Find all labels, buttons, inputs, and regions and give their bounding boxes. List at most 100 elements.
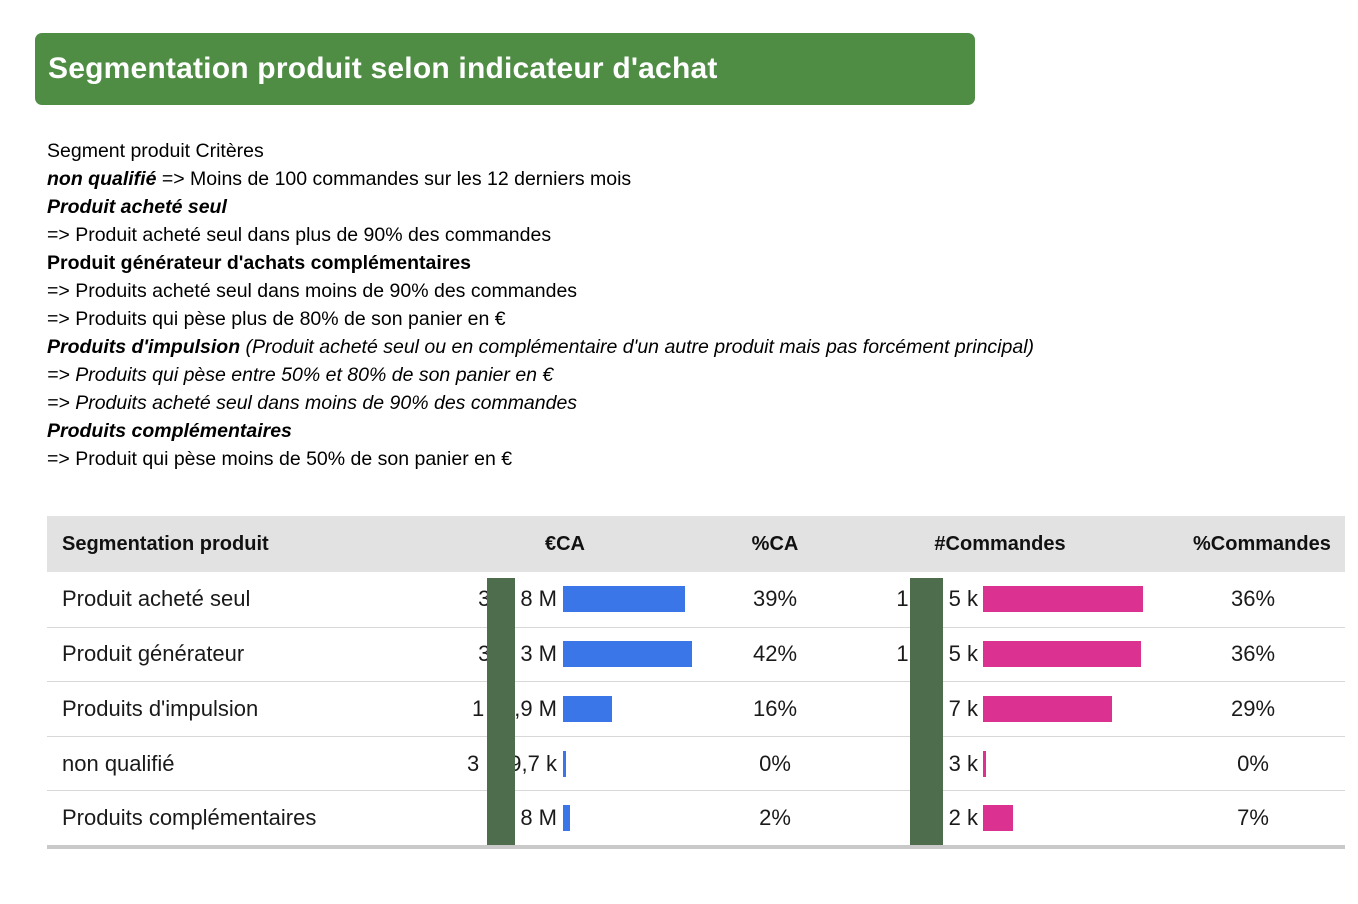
criteria-segment: => Produits acheté seul dans moins de 90… <box>47 392 578 414</box>
commandes-value-prefix: 1 <box>896 641 909 667</box>
ca-value-prefix: 3 <box>467 750 480 776</box>
ca-cell: 3 9,7 k <box>437 750 707 777</box>
criteria-line: => Produits acheté seul dans moins de 90… <box>47 389 1034 417</box>
commandes-percent: 29% <box>1230 695 1276 721</box>
column-header-ca-percent[interactable]: %CA <box>751 532 799 555</box>
table-row[interactable]: non qualifié 3 9,7 k 0% 3 k 0% <box>47 735 1345 791</box>
criteria-line: => Produits qui pèse entre 50% et 80% de… <box>47 361 1034 389</box>
criteria-segment: Produit générateur d'achats complémentai… <box>47 252 472 274</box>
commandes-value: 1 5 k <box>843 586 978 612</box>
criteria-line: Produits d'impulsion (Produit acheté seu… <box>47 333 1034 361</box>
criteria-segment: Produits complémentaires <box>47 420 292 442</box>
criteria-segment: => Produit acheté seul dans plus de 90% … <box>47 224 552 246</box>
table-bottom-border <box>47 844 1345 849</box>
commandes-bar <box>983 586 1143 613</box>
ca-bar <box>563 805 570 832</box>
criteria-segment: => Moins de 100 commandes sur les 12 der… <box>156 168 632 190</box>
ca-percent: 2% <box>759 805 791 831</box>
table-row[interactable]: Produit générateur 3 3 M 42% 1 5 k 36% <box>47 626 1345 682</box>
criteria-line: => Produits acheté seul dans moins de 90… <box>47 277 1034 305</box>
criteria-segment: => Produit qui pèse moins de 50% de son … <box>47 448 513 470</box>
segment-label: non qualifié <box>62 750 175 776</box>
commandes-value: 3 k <box>843 751 978 777</box>
commandes-value-prefix: 1 <box>896 586 909 612</box>
criteria-line: => Produits qui pèse plus de 80% de son … <box>47 305 1034 333</box>
commandes-bar <box>983 750 986 777</box>
segment-label: Produit acheté seul <box>62 586 251 612</box>
commandes-cell: 2 k <box>843 805 1193 832</box>
column-header-ca[interactable]: €CA <box>544 532 585 555</box>
ca-value-prefix: 1 <box>471 695 485 721</box>
commandes-value-suffix: 7 k <box>948 695 978 721</box>
criteria-line: => Produit qui pèse moins de 50% de son … <box>47 445 1034 473</box>
commandes-value: 1 5 k <box>843 641 978 667</box>
segment-label: Produits complémentaires <box>62 805 317 831</box>
table-body: Produit acheté seul 3 8 M 39% 1 5 k 36% Produit… <box>47 572 1345 845</box>
criteria-segment: non qualifié <box>47 168 157 190</box>
ca-bar <box>563 641 692 668</box>
column-header-segmentation[interactable]: Segmentation produit <box>62 532 269 555</box>
commandes-value-suffix: 3 k <box>948 750 978 776</box>
ca-cell: 8 M <box>437 805 707 832</box>
ca-percent: 42% <box>752 641 798 667</box>
column-header-commandes[interactable]: #Commandes <box>934 532 1066 555</box>
commandes-percent: 36% <box>1230 641 1276 667</box>
ca-bar <box>563 695 612 722</box>
commandes-percent: 36% <box>1230 586 1276 612</box>
criteria-segment: => Produits acheté seul dans moins de 90… <box>47 280 578 302</box>
table-row[interactable]: Produits complémentaires 8 M 2% 2 k 7% <box>47 790 1345 845</box>
ca-percent: 39% <box>752 586 798 612</box>
criteria-line: Produit acheté seul <box>47 193 1034 221</box>
commandes-value: 7 k <box>843 696 978 722</box>
criteria-segment: Produits d'impulsion <box>47 336 241 358</box>
ca-value: 1 ,9 M <box>437 696 557 722</box>
ca-value-suffix: 3 M <box>520 641 557 667</box>
table-row[interactable]: Produits d'impulsion 1 ,9 M 16% 7 k 29% <box>47 681 1345 736</box>
ca-value-suffix: 9,7 k <box>509 750 557 776</box>
criteria-line: Produit générateur d'achats complémentai… <box>47 249 1034 277</box>
redaction-bar-commandes <box>910 578 943 845</box>
criteria-line: Produits complémentaires <box>47 417 1034 445</box>
ca-value-suffix: 8 M <box>520 586 557 612</box>
ca-bar <box>563 586 685 613</box>
table-header-row: Segmentation produit €CA %CA #Commandes … <box>47 516 1345 572</box>
criteria-segment: (Produit acheté seul ou en complémentair… <box>240 336 1035 358</box>
criteria-segment: Segment produit Critères <box>47 140 264 162</box>
commandes-bar <box>983 695 1112 722</box>
ca-value: 8 M <box>437 805 557 831</box>
ca-bar <box>563 750 566 777</box>
segment-label: Produit générateur <box>62 641 245 667</box>
criteria-line: non qualifié => Moins de 100 commandes s… <box>47 165 1034 193</box>
commandes-percent: 0% <box>1237 750 1269 776</box>
ca-value-suffix: 8 M <box>520 805 557 831</box>
segmentation-table: Segmentation produit €CA %CA #Commandes … <box>47 516 1345 849</box>
criteria-line: Segment produit Critères <box>47 137 1034 165</box>
commandes-value: 2 k <box>843 805 978 831</box>
criteria-text: Segment produit Critères non qualifié => … <box>47 137 1034 473</box>
redaction-bar-ca <box>487 578 515 845</box>
commandes-bar <box>983 641 1141 668</box>
column-header-commandes-percent[interactable]: %Commandes <box>1193 532 1331 555</box>
segment-label: Produits d'impulsion <box>62 695 259 721</box>
commandes-cell: 1 5 k <box>843 586 1193 613</box>
ca-percent: 0% <box>759 750 791 776</box>
ca-cell: 1 ,9 M <box>437 695 707 722</box>
report-title: Segmentation produit selon indicateur d'… <box>48 52 718 85</box>
criteria-segment: => Produits qui pèse entre 50% et 80% de… <box>47 364 554 386</box>
criteria-segment: => Produits qui pèse plus de 80% de son … <box>47 308 506 330</box>
commandes-cell: 1 5 k <box>843 641 1193 668</box>
commandes-value-suffix: 5 k <box>948 586 978 612</box>
criteria-segment: Produit acheté seul <box>47 196 227 218</box>
commandes-value-suffix: 5 k <box>948 641 978 667</box>
commandes-percent: 7% <box>1237 805 1269 831</box>
commandes-bar <box>983 805 1013 832</box>
commandes-cell: 3 k <box>843 750 1193 777</box>
report-title-banner: Segmentation produit selon indicateur d'… <box>35 33 975 105</box>
table-row[interactable]: Produit acheté seul 3 8 M 39% 1 5 k 36% <box>47 572 1345 627</box>
commandes-cell: 7 k <box>843 695 1193 722</box>
commandes-value-suffix: 2 k <box>948 805 978 831</box>
ca-value-suffix: ,9 M <box>514 695 557 721</box>
